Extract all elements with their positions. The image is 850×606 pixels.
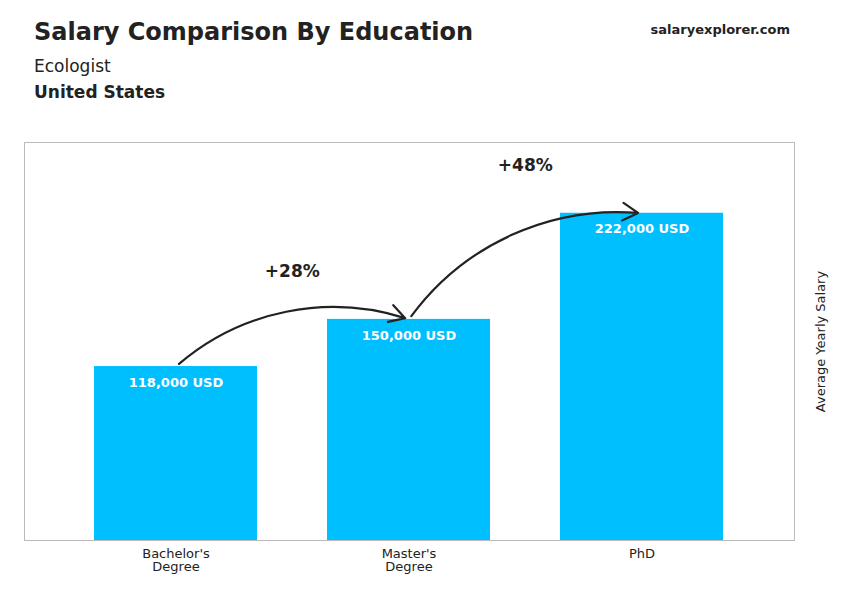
svg-text:Master'sDegree: Master'sDegree: [382, 546, 437, 574]
html-text:Ecologist: Ecologist: [34, 56, 111, 76]
svg-text:+48%: +48%: [498, 155, 553, 175]
html-text:United States: United States: [34, 82, 166, 102]
html-text:salaryexplorer.com: salaryexplorer.com: [650, 22, 790, 37]
svg-text:+28%: +28%: [265, 261, 320, 281]
svg-text:222,000 USD: 222,000 USD: [595, 221, 690, 236]
svg-text:Bachelor'sDegree: Bachelor'sDegree: [142, 546, 210, 574]
html-text:Salary Comparison By Education: Salary Comparison By Education: [34, 18, 474, 46]
svg-text:118,000 USD: 118,000 USD: [129, 375, 224, 390]
svg-text:Average Yearly Salary: Average Yearly Salary: [813, 271, 828, 413]
svg-text:150,000 USD: 150,000 USD: [362, 328, 457, 343]
svg-text:PhD: PhD: [629, 546, 655, 561]
